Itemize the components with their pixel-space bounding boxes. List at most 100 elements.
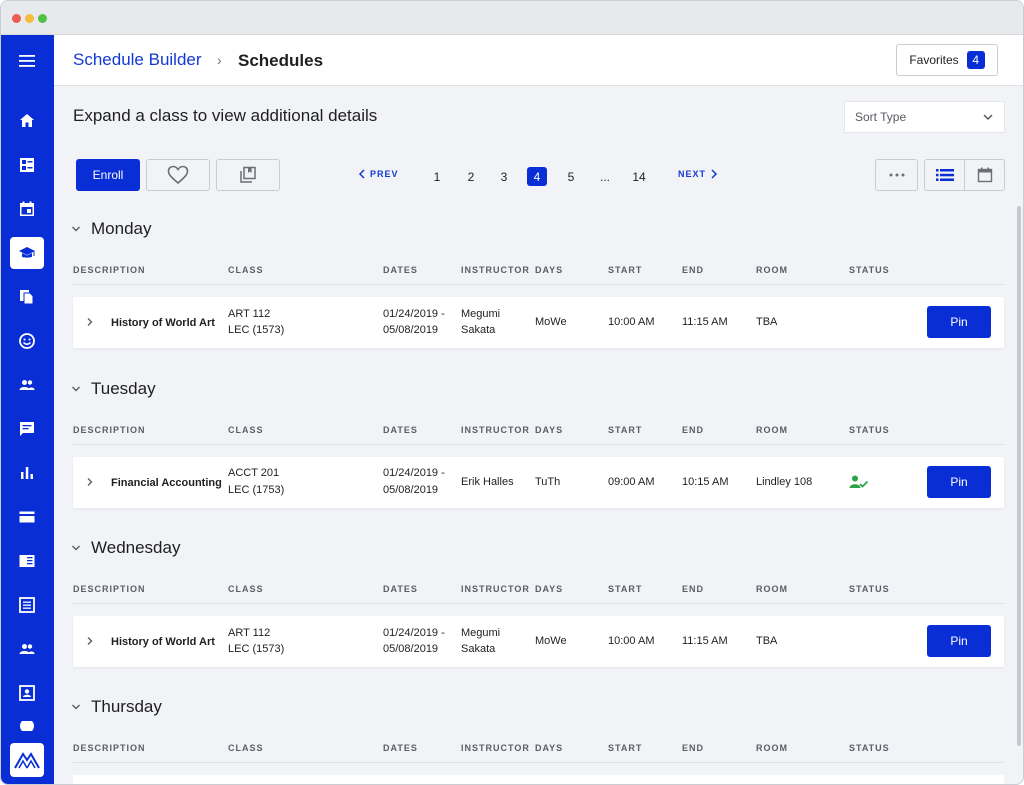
smiley-icon[interactable]: [10, 325, 44, 357]
documents-icon[interactable]: [10, 281, 44, 313]
more-horizontal-icon: [889, 173, 904, 177]
list-view-button[interactable]: [924, 159, 965, 191]
class-room: Lindley 108: [756, 476, 813, 488]
column-header-start: START: [608, 265, 643, 275]
pin-button[interactable]: Pin: [927, 306, 991, 338]
class-description: History of World Art: [111, 317, 215, 329]
column-header-status: STATUS: [849, 265, 890, 275]
instructor-first-name: Megumi: [461, 627, 501, 639]
bar-chart-icon[interactable]: [10, 457, 44, 489]
column-header-room: ROOM: [756, 584, 788, 594]
chevron-right-icon[interactable]: [85, 317, 95, 327]
class-room: TBA: [756, 316, 778, 328]
calendar-view-icon: [977, 167, 992, 183]
day-name: Tuesday: [91, 379, 156, 398]
class-row[interactable]: [73, 775, 1004, 784]
class-row[interactable]: [73, 297, 1004, 348]
breadcrumb-schedule-builder[interactable]: Schedule Builder: [73, 50, 202, 69]
heart-icon: [167, 165, 189, 185]
page-1-button[interactable]: 1: [433, 169, 441, 184]
favorites-button[interactable]: Favorites 4: [896, 44, 998, 76]
class-row[interactable]: [73, 616, 1004, 667]
column-header-instructor: INSTRUCTOR: [461, 265, 530, 275]
chevron-right-icon[interactable]: [85, 636, 95, 646]
id-card-icon[interactable]: [10, 677, 44, 709]
day-section-tuesday[interactable]: Tuesday: [71, 379, 156, 399]
chevron-right-icon: [711, 169, 718, 179]
page-14-button[interactable]: 14: [632, 169, 646, 184]
maximize-window-button[interactable]: [38, 14, 47, 23]
menu-icon[interactable]: [10, 45, 44, 77]
page-2-button[interactable]: 2: [467, 169, 475, 184]
more-nav-icon[interactable]: [10, 721, 44, 731]
day-section-monday[interactable]: Monday: [71, 219, 151, 239]
instructor-first-name: Megumi: [461, 308, 501, 320]
instructor-last-name: Sakata: [461, 643, 496, 655]
column-header-room: ROOM: [756, 425, 788, 435]
people-icon[interactable]: [10, 369, 44, 401]
column-header-room: ROOM: [756, 743, 788, 753]
column-header-days: DAYS: [535, 584, 564, 594]
day-section-wednesday[interactable]: Wednesday: [71, 538, 180, 558]
home-icon[interactable]: [10, 105, 44, 137]
column-header-days: DAYS: [535, 265, 564, 275]
title-bar: [1, 1, 1023, 35]
bookmark-button[interactable]: [216, 159, 280, 191]
class-row[interactable]: [73, 457, 1004, 508]
class-start-date: 01/24/2019 -: [383, 308, 445, 320]
graduation-cap-icon[interactable]: [10, 237, 44, 269]
column-header-dates: DATES: [383, 425, 418, 435]
day-section-thursday[interactable]: Thursday: [71, 697, 162, 717]
list-icon[interactable]: [10, 589, 44, 621]
page-4-button[interactable]: 4: [527, 167, 547, 186]
sort-type-select[interactable]: Sort Type: [844, 101, 1005, 133]
prev-page-button[interactable]: PREV: [358, 169, 399, 179]
bookmark-stack-icon: [240, 166, 256, 183]
calendar-icon[interactable]: [10, 193, 44, 225]
column-header-start: START: [608, 743, 643, 753]
column-header-dates: DATES: [383, 265, 418, 275]
divider: [73, 444, 1004, 445]
column-header-dates: DATES: [383, 743, 418, 753]
class-section: LEC (1573): [228, 324, 285, 336]
favorite-button[interactable]: [146, 159, 210, 191]
book-icon[interactable]: [10, 545, 44, 577]
minimize-window-button[interactable]: [25, 14, 34, 23]
sidebar: [1, 35, 54, 784]
credit-card-icon[interactable]: [10, 501, 44, 533]
day-name: Thursday: [91, 697, 162, 716]
pin-button[interactable]: Pin: [927, 466, 991, 498]
column-header-status: STATUS: [849, 425, 890, 435]
favorites-count-badge: 4: [966, 51, 985, 69]
column-header-days: DAYS: [535, 425, 564, 435]
vertical-scrollbar[interactable]: [1017, 206, 1021, 746]
close-window-button[interactable]: [12, 14, 21, 23]
class-start-date: 01/24/2019 -: [383, 467, 445, 479]
divider: [73, 762, 1004, 763]
page-3-button[interactable]: 3: [500, 169, 508, 184]
pin-button[interactable]: Pin: [927, 625, 991, 657]
divider: [73, 284, 1004, 285]
instructor-last-name: Sakata: [461, 324, 496, 336]
calendar-view-button[interactable]: [964, 159, 1005, 191]
class-code: ACCT 201: [228, 467, 280, 479]
dashboard-icon[interactable]: [10, 149, 44, 181]
class-end-date: 05/08/2019: [383, 643, 439, 655]
column-header-end: END: [682, 584, 705, 594]
group-icon[interactable]: [10, 633, 44, 665]
class-days: MoWe: [535, 316, 567, 328]
class-room: TBA: [756, 635, 778, 647]
enroll-button[interactable]: Enroll: [76, 159, 140, 191]
chevron-right-icon[interactable]: [85, 477, 95, 487]
column-header-days: DAYS: [535, 743, 564, 753]
chat-icon[interactable]: [10, 413, 44, 445]
column-header-description: DESCRIPTION: [73, 743, 146, 753]
chevron-down-icon: [72, 545, 80, 551]
class-end-time: 10:15 AM: [682, 476, 729, 488]
column-header-end: END: [682, 265, 705, 275]
page-5-button[interactable]: 5: [567, 169, 575, 184]
next-page-button[interactable]: NEXT: [678, 169, 718, 179]
more-options-button[interactable]: [875, 159, 918, 191]
column-header-instructor: INSTRUCTOR: [461, 584, 530, 594]
class-start-date: 01/24/2019 -: [383, 627, 445, 639]
